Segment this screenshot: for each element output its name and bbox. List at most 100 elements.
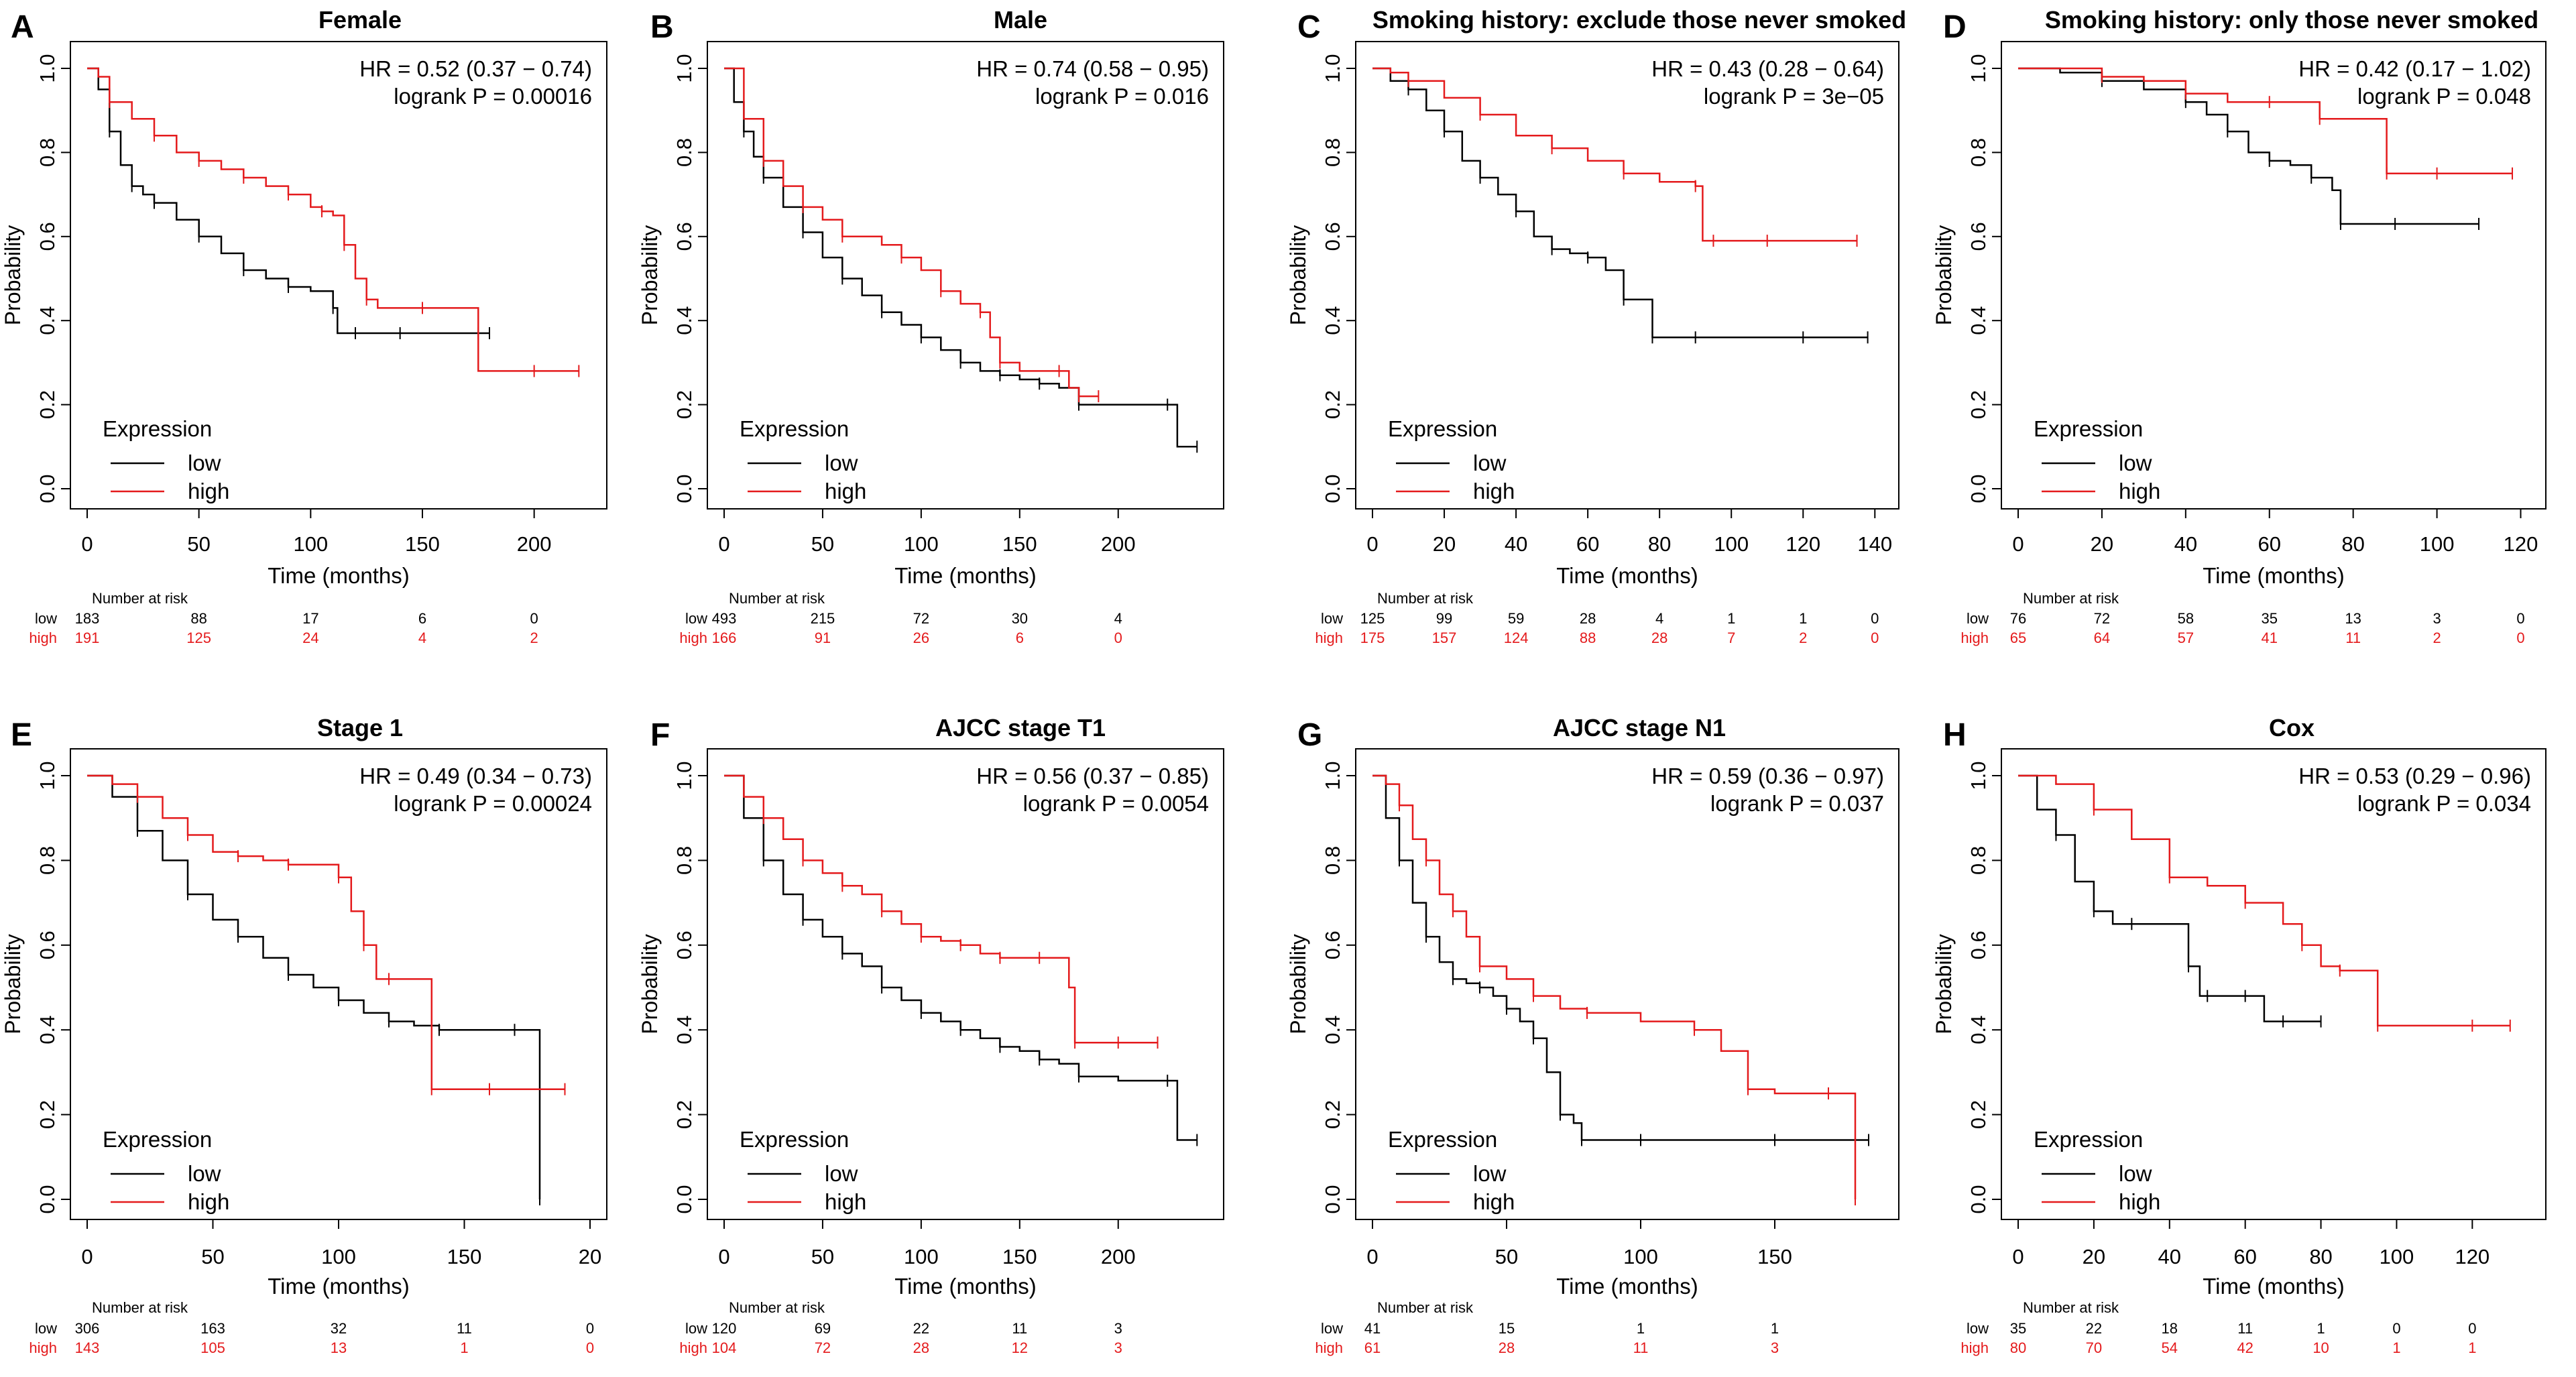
risk-count-high: 1 bbox=[2468, 1339, 2476, 1356]
legend-label-low: low bbox=[825, 1161, 858, 1186]
risk-row-label-low: low bbox=[685, 1320, 707, 1337]
y-tick-label: 0.8 bbox=[672, 138, 696, 167]
y-tick-label: 0.4 bbox=[1321, 306, 1344, 335]
x-axis-label: Time (months) bbox=[268, 1274, 409, 1299]
risk-count-high: 3 bbox=[1114, 1339, 1122, 1356]
x-tick-label: 200 bbox=[1101, 532, 1136, 556]
y-tick-label: 1.0 bbox=[36, 761, 59, 790]
legend-title: Expression bbox=[740, 1127, 849, 1152]
x-tick-label: 40 bbox=[2174, 532, 2197, 556]
legend-title: Expression bbox=[2034, 1127, 2143, 1152]
risk-count-high: 104 bbox=[712, 1339, 737, 1356]
hr-text: HR = 0.49 (0.34 − 0.73) bbox=[359, 764, 592, 788]
risk-count-low: 0 bbox=[1871, 610, 1879, 627]
y-tick-label: 0.2 bbox=[1967, 1100, 1990, 1129]
risk-count-high: 28 bbox=[1651, 630, 1667, 646]
risk-count-high: 143 bbox=[75, 1339, 100, 1356]
risk-count-high: 3 bbox=[1771, 1339, 1779, 1356]
x-tick-label: 100 bbox=[293, 532, 328, 556]
risk-count-high: 61 bbox=[1364, 1339, 1381, 1356]
panel-title: Female bbox=[318, 6, 402, 34]
y-tick-label: 0.4 bbox=[1967, 306, 1990, 335]
x-axis-label: Time (months) bbox=[1556, 563, 1698, 588]
panel-letter: F bbox=[650, 717, 670, 753]
y-tick-label: 0.4 bbox=[1321, 1016, 1344, 1044]
y-tick-label: 1.0 bbox=[672, 54, 696, 82]
x-tick-label: 0 bbox=[718, 532, 729, 556]
hr-text: HR = 0.53 (0.29 − 0.96) bbox=[2298, 764, 2531, 788]
y-tick-label: 0.2 bbox=[1967, 390, 1990, 419]
x-tick-label: 0 bbox=[2012, 1245, 2024, 1268]
y-tick-label: 1.0 bbox=[1321, 761, 1344, 790]
curve-high bbox=[2018, 774, 2510, 1027]
panel-letter: D bbox=[1943, 9, 1967, 45]
y-tick-label: 0.2 bbox=[1321, 390, 1344, 419]
risk-count-low: 0 bbox=[530, 610, 538, 627]
x-tick-label: 20 bbox=[1433, 532, 1456, 556]
legend-title: Expression bbox=[740, 416, 849, 441]
y-axis-label: Probability bbox=[638, 934, 662, 1034]
risk-count-high: 105 bbox=[200, 1339, 225, 1356]
plot-frame bbox=[70, 41, 607, 510]
risk-row-label-high: high bbox=[1315, 1339, 1343, 1356]
risk-count-high: 11 bbox=[2345, 630, 2361, 646]
legend-label-high: high bbox=[188, 479, 229, 503]
legend-label-high: high bbox=[188, 1189, 229, 1214]
logrank-p-text: logrank P = 0.016 bbox=[1035, 84, 1209, 109]
risk-count-high: 91 bbox=[815, 630, 831, 646]
x-tick-label: 150 bbox=[1757, 1245, 1792, 1268]
curve-high bbox=[1372, 67, 1857, 242]
y-tick-label: 1.0 bbox=[1967, 761, 1990, 790]
x-tick-label: 100 bbox=[1623, 1245, 1658, 1268]
risk-count-low: 69 bbox=[815, 1320, 831, 1337]
risk-count-low: 22 bbox=[2086, 1320, 2102, 1337]
logrank-p-text: logrank P = 0.00016 bbox=[394, 84, 592, 109]
x-tick-label: 0 bbox=[81, 532, 93, 556]
x-tick-label: 140 bbox=[1857, 532, 1892, 556]
risk-count-low: 1 bbox=[2317, 1320, 2325, 1337]
x-axis-label: Time (months) bbox=[894, 563, 1036, 588]
x-tick-label: 0 bbox=[718, 1245, 729, 1268]
risk-row-label-high: high bbox=[679, 1339, 707, 1356]
x-axis-label: Time (months) bbox=[894, 1274, 1036, 1299]
legend-title: Expression bbox=[103, 1127, 212, 1152]
risk-count-high: 0 bbox=[586, 1339, 594, 1356]
hr-text: HR = 0.43 (0.28 − 0.64) bbox=[1651, 56, 1884, 81]
x-tick-label: 100 bbox=[1714, 532, 1749, 556]
x-tick-label: 60 bbox=[2258, 532, 2281, 556]
x-tick-label: 200 bbox=[1101, 1245, 1136, 1268]
risk-count-high: 0 bbox=[1871, 630, 1879, 646]
x-tick-label: 20 bbox=[2083, 1245, 2105, 1268]
panel-h: H Cox 0.0 0.2 0.4 0.6 0.8 1.0 Probability 0 20 40 60… bbox=[1932, 714, 2546, 1356]
risk-count-low: 72 bbox=[2094, 610, 2110, 627]
legend-label-low: low bbox=[188, 1161, 221, 1186]
risk-row-label-low: low bbox=[1321, 610, 1343, 627]
curve-high bbox=[724, 67, 1099, 398]
number-at-risk-label: Number at risk bbox=[1377, 1299, 1474, 1316]
x-tick-label: 40 bbox=[1505, 532, 1527, 556]
curve-low bbox=[87, 67, 489, 335]
risk-count-high: 88 bbox=[1580, 630, 1596, 646]
x-tick-label: 50 bbox=[811, 1245, 834, 1268]
panel-title: Stage 1 bbox=[317, 714, 403, 741]
legend-label-low: low bbox=[825, 451, 858, 475]
risk-count-low: 11 bbox=[457, 1320, 472, 1337]
number-at-risk-label: Number at risk bbox=[729, 590, 825, 607]
risk-count-low: 0 bbox=[2468, 1320, 2476, 1337]
hr-text: HR = 0.59 (0.36 − 0.97) bbox=[1651, 764, 1884, 788]
y-tick-label: 0.6 bbox=[36, 931, 59, 959]
number-at-risk-label: Number at risk bbox=[92, 1299, 188, 1316]
y-axis-label: Probability bbox=[1, 934, 25, 1034]
legend-label-low: low bbox=[1473, 451, 1507, 475]
y-tick-label: 0.8 bbox=[672, 846, 696, 875]
x-axis-label: Time (months) bbox=[268, 563, 409, 588]
risk-count-low: 35 bbox=[2010, 1320, 2026, 1337]
legend-label-low: low bbox=[2119, 451, 2152, 475]
x-tick-label: 100 bbox=[321, 1245, 356, 1268]
risk-row-label-high: high bbox=[29, 1339, 57, 1356]
y-tick-label: 0.8 bbox=[1967, 846, 1990, 875]
risk-count-high: 54 bbox=[2162, 1339, 2178, 1356]
plot-frame bbox=[2001, 748, 2546, 1220]
